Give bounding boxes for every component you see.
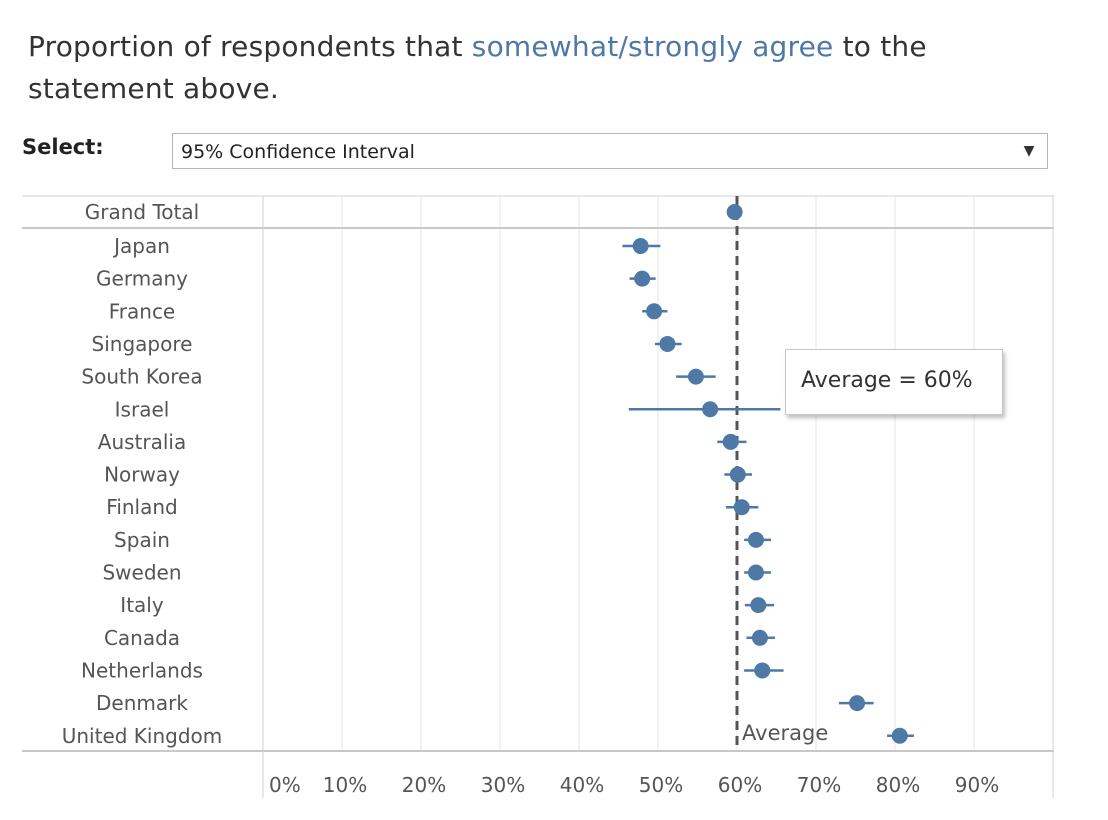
data-point xyxy=(722,433,739,450)
dropdown-arrow-icon[interactable]: ▼ xyxy=(1023,143,1035,159)
data-point xyxy=(729,466,746,483)
row-label: Germany xyxy=(96,267,188,291)
row-label: Italy xyxy=(120,593,164,617)
x-tick-label: 0% xyxy=(269,773,301,797)
data-point xyxy=(747,564,764,581)
average-tooltip: Average = 60% xyxy=(785,349,1003,415)
row-label: France xyxy=(109,299,176,323)
chart-title: Proportion of respondents that somewhat/… xyxy=(28,26,1028,110)
data-point xyxy=(751,629,768,646)
data-point xyxy=(632,238,649,254)
row-label: Canada xyxy=(104,626,180,650)
title-prefix: Proportion of respondents that xyxy=(28,30,472,63)
x-tick-label: 30% xyxy=(481,773,525,797)
row-label: Singapore xyxy=(92,332,193,356)
row-label: Netherlands xyxy=(81,658,203,682)
x-tick-label: 50% xyxy=(639,773,683,797)
x-tick-label: 80% xyxy=(876,773,920,797)
data-point xyxy=(891,727,908,744)
x-tick-label: 20% xyxy=(402,773,446,797)
row-label: Australia xyxy=(98,430,186,454)
dropdown-value: 95% Confidence Interval xyxy=(181,141,415,163)
row-label: Japan xyxy=(112,234,170,258)
x-tick-label: 40% xyxy=(560,773,604,797)
select-label: Select: xyxy=(22,135,104,159)
x-tick-label: 70% xyxy=(797,773,841,797)
data-point xyxy=(733,499,750,516)
title-suffix: to the statement above. xyxy=(28,30,927,105)
x-tick-label: 90% xyxy=(955,773,999,797)
data-point-grand-total xyxy=(726,204,743,220)
row-label: Finland xyxy=(106,495,177,519)
data-point xyxy=(646,303,663,320)
row-label: South Korea xyxy=(81,365,202,389)
data-point xyxy=(747,531,764,548)
data-point xyxy=(750,597,767,614)
data-point xyxy=(702,401,719,418)
row-label: Israel xyxy=(115,397,170,421)
tooltip-text: Average = 60% xyxy=(801,368,973,393)
title-highlight: somewhat/strongly agree xyxy=(471,30,834,63)
data-point xyxy=(754,662,771,679)
data-point xyxy=(659,335,676,352)
confidence-interval-dropdown[interactable]: 95% Confidence Interval ▼ xyxy=(172,133,1048,169)
row-label: Sweden xyxy=(102,561,181,585)
average-line-label: Average xyxy=(742,721,829,745)
row-label: Grand Total xyxy=(85,200,199,224)
data-point xyxy=(687,368,704,385)
row-label: Spain xyxy=(114,528,170,552)
row-label: United Kingdom xyxy=(62,724,223,748)
x-tick-label: 60% xyxy=(718,773,762,797)
x-tick-label: 10% xyxy=(323,773,367,797)
row-label: Denmark xyxy=(96,691,188,715)
row-label: Norway xyxy=(104,463,180,487)
data-point xyxy=(849,695,866,712)
data-point xyxy=(634,270,651,287)
